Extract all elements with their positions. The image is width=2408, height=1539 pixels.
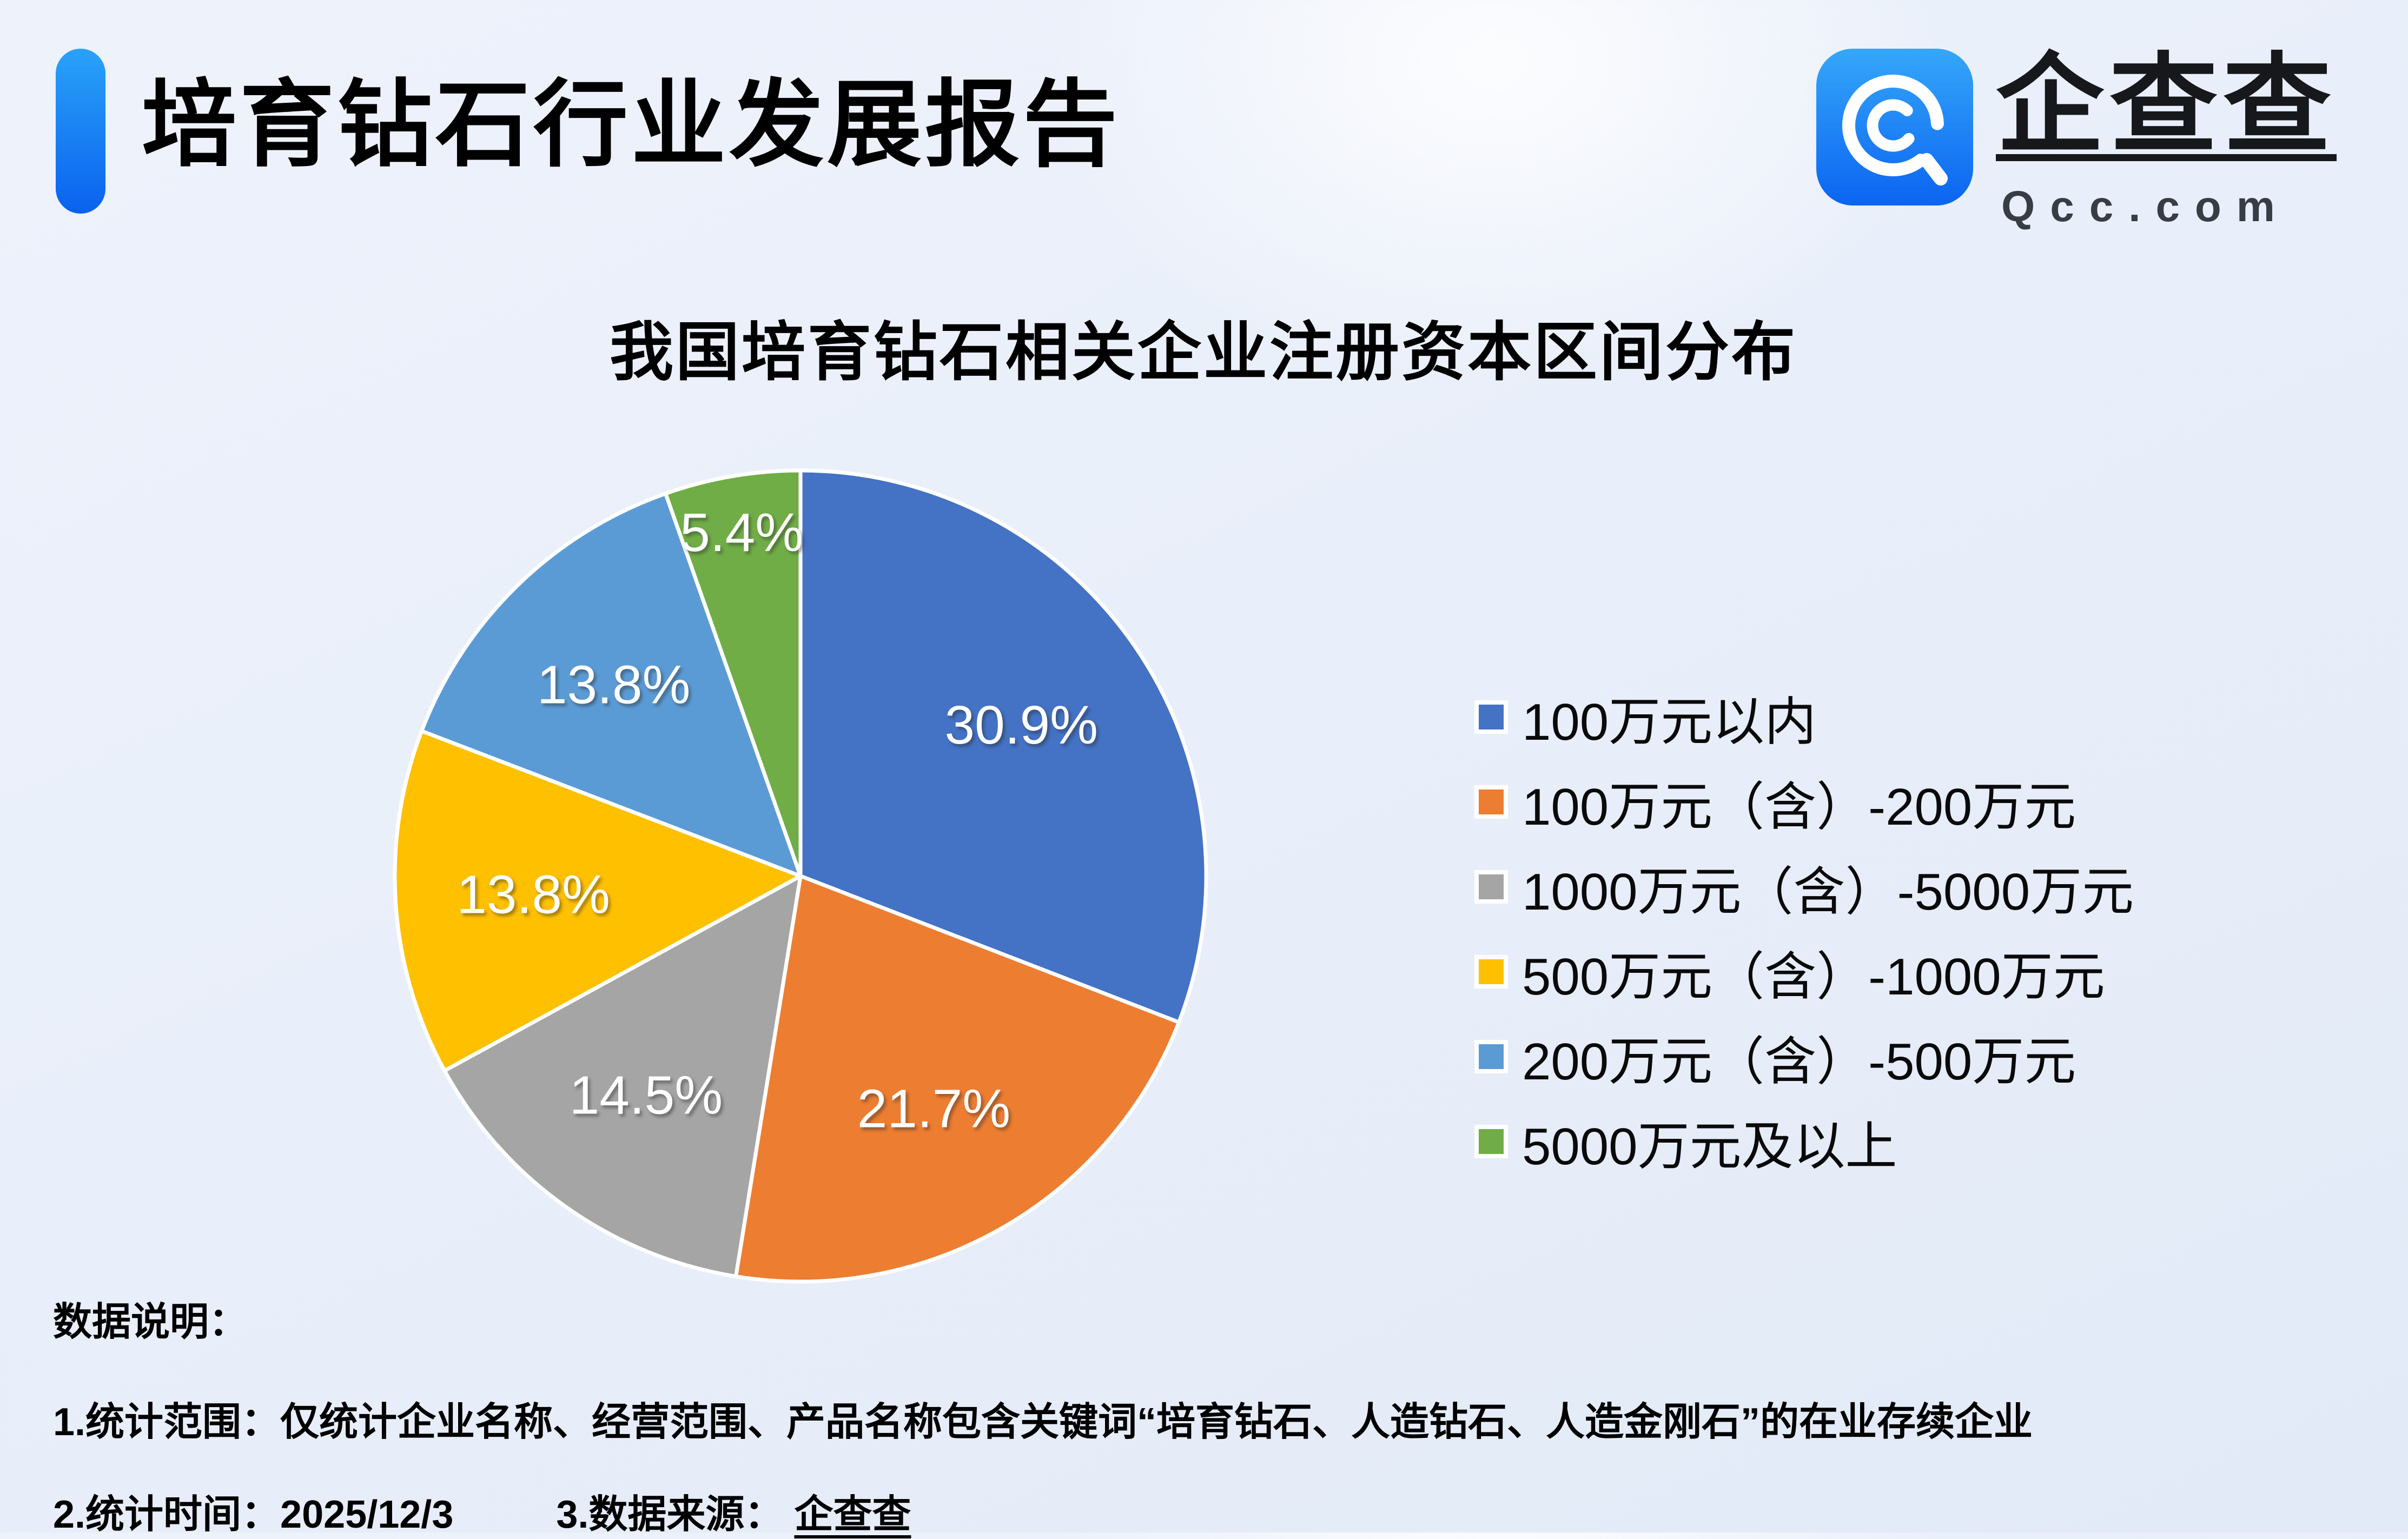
legend-item: 1000万元（含）-5000万元	[1474, 858, 2134, 921]
data-notes: 数据说明： 1.统计范围：仅统计企业名称、经营范围、产品名称包含关键词“培育钻石…	[53, 1290, 2033, 1539]
legend-color-swatch	[1474, 700, 1508, 734]
qcc-logo-icon	[1816, 49, 1973, 205]
legend-item: 100万元以内	[1474, 688, 2134, 751]
legend-item: 200万元（含）-500万元	[1474, 1027, 2134, 1091]
legend-item: 5000万元及以上	[1474, 1112, 2134, 1176]
page-title: 培育钻石行业发展报告	[142, 72, 1121, 178]
legend-color-swatch	[1474, 785, 1508, 819]
qcc-domain: Qcc.com	[2001, 182, 2290, 230]
legend-label: 5000万元及以上	[1522, 1117, 1897, 1176]
legend-color-swatch	[1474, 1040, 1508, 1073]
qcc-logo-text: 企查查 Qcc.com	[1996, 49, 2337, 231]
legend-label: 500万元（含）-1000万元	[1522, 947, 2105, 1006]
pie-data-label: 13.8%	[537, 654, 691, 715]
qcc-logo: 企查查 Qcc.com	[1816, 49, 2337, 231]
notes-scope-line: 1.统计范围：仅统计企业名称、经营范围、产品名称包含关键词“培育钻石、人造钻石、…	[53, 1401, 2033, 1444]
pie-slice	[393, 729, 803, 1073]
legend-color-swatch	[1474, 870, 1508, 904]
legend-label: 1000万元（含）-5000万元	[1522, 863, 2134, 921]
pie-slice	[734, 874, 1181, 1284]
pie-data-label: 14.5%	[570, 1065, 723, 1125]
legend-color-swatch	[1474, 955, 1508, 989]
legend-item: 500万元（含）-1000万元	[1474, 943, 2134, 1006]
notes-source-name: 企查查	[794, 1493, 911, 1536]
pie-data-label: 21.7%	[857, 1078, 1011, 1139]
notes-source-label: 3.数据来源：	[556, 1493, 784, 1536]
pie-slice	[420, 492, 803, 878]
notes-time: 2.统计时间：2025/12/3	[53, 1493, 454, 1536]
pie-slice	[442, 874, 803, 1278]
title-accent-bar	[56, 49, 105, 214]
notes-heading: 数据说明：	[53, 1301, 248, 1344]
qcc-brand-name: 企查查	[1996, 45, 2337, 165]
chart-legend: 100万元以内 100万元（含）-200万元 1000万元（含）-5000万元 …	[1474, 688, 2134, 1176]
notes-meta-line: 2.统计时间：2025/12/3 3.数据来源： 企查查	[53, 1482, 2033, 1539]
pie-slice	[664, 468, 803, 878]
chart-title: 我国培育钻石相关企业注册资本区间分布	[609, 317, 1797, 388]
legend-item: 100万元（含）-200万元	[1474, 773, 2134, 836]
pie-chart: 30.9% 21.7% 14.5% 13.8% 13.8% 5.4%	[393, 468, 1208, 1284]
pie-data-label: 30.9%	[945, 695, 1099, 755]
pie-slice	[798, 468, 1208, 1024]
pie-data-label: 5.4%	[680, 502, 803, 563]
pie-data-label: 13.8%	[457, 864, 610, 925]
legend-label: 100万元（含）-200万元	[1522, 778, 2076, 836]
legend-label: 100万元以内	[1522, 693, 1817, 751]
legend-color-swatch	[1474, 1125, 1508, 1158]
legend-label: 200万元（含）-500万元	[1522, 1032, 2076, 1091]
